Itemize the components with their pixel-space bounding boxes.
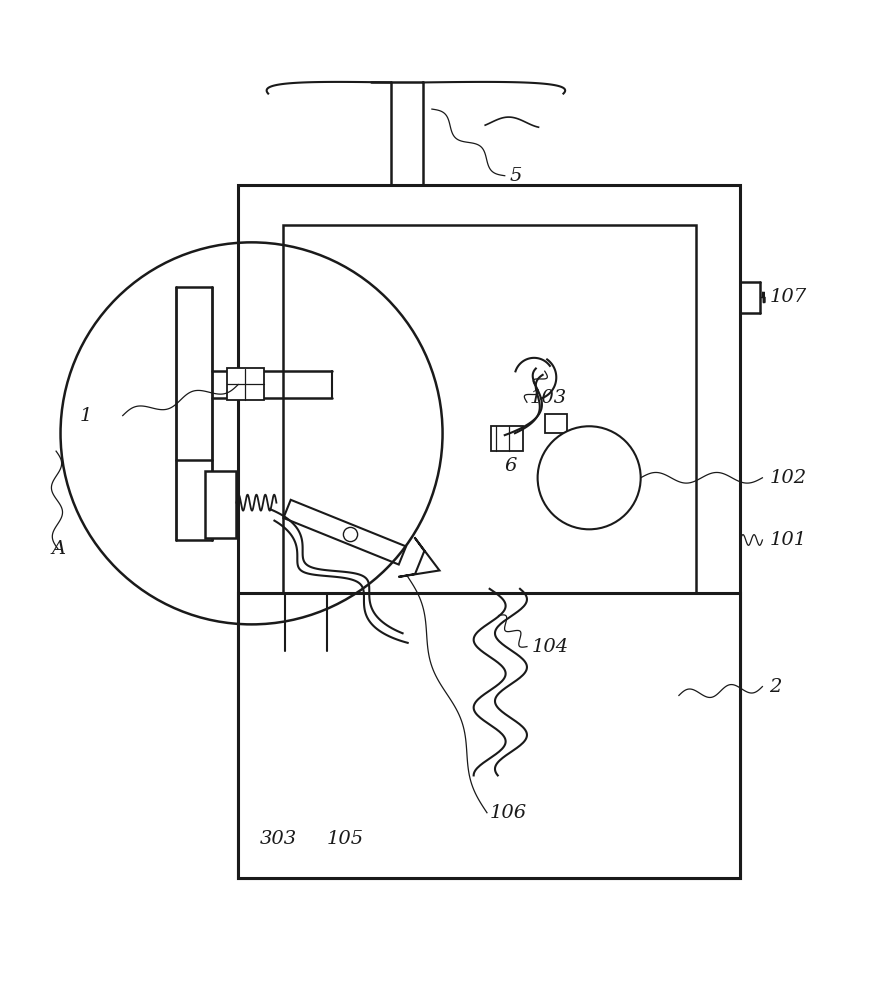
Bar [238,185,740,878]
Polygon shape [399,537,440,577]
Polygon shape [283,500,406,565]
Text: 101: 101 [770,531,806,549]
Text: 103: 103 [529,389,567,407]
Text: 106: 106 [490,804,527,822]
Circle shape [343,527,358,542]
Text: 102: 102 [770,469,806,487]
Text: 104: 104 [531,638,569,656]
Text: 1: 1 [80,407,91,425]
Bar [492,426,522,451]
Bar [227,368,264,400]
Bar [544,414,567,433]
Bar [283,225,696,593]
Text: 5: 5 [510,167,521,185]
Polygon shape [651,833,679,878]
Text: 303: 303 [259,830,297,848]
Text: 2: 2 [770,678,782,696]
Bar [205,471,236,538]
Text: 105: 105 [326,830,363,848]
Bar [238,593,740,878]
Circle shape [537,426,641,529]
Text: 6: 6 [505,457,517,475]
Text: 107: 107 [770,288,806,306]
Text: A: A [52,540,66,558]
